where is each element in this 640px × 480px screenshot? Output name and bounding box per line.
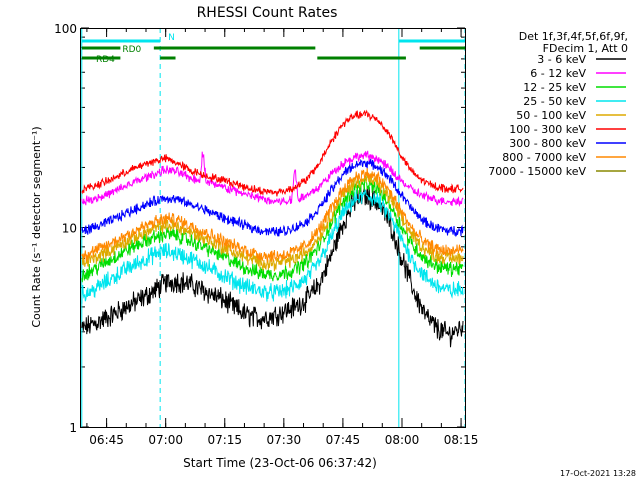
series-line bbox=[81, 109, 464, 197]
legend-label: 6 - 12 keV bbox=[530, 67, 586, 80]
chart-title: RHESSI Count Rates bbox=[197, 5, 338, 21]
legend-label: 3 - 6 keV bbox=[537, 53, 586, 66]
series-group bbox=[81, 109, 464, 348]
legend-header-line-1: Det 1f,3f,4f,5f,6f,9f, bbox=[519, 30, 628, 43]
x-tick-label: 07:00 bbox=[148, 433, 183, 447]
series-line bbox=[81, 189, 464, 304]
x-axis-label: Start Time (23-Oct-06 06:37:42) bbox=[183, 456, 377, 470]
x-tick-label: 07:30 bbox=[267, 433, 302, 447]
x-tick-label: 08:15 bbox=[444, 433, 479, 447]
legend-label: 25 - 50 keV bbox=[523, 95, 586, 108]
y-tick-label: 10 bbox=[62, 222, 77, 236]
x-tick-label: 06:45 bbox=[89, 433, 124, 447]
x-tick-label: 07:15 bbox=[207, 433, 242, 447]
series-line bbox=[81, 150, 464, 208]
y-tick-label: 100 bbox=[54, 22, 77, 36]
plot-frame bbox=[80, 28, 466, 428]
legend-label: 7000 - 15000 keV bbox=[488, 165, 586, 178]
state-bar-label: RD0 bbox=[122, 45, 141, 55]
timestamp-label: 17-Oct-2021 13:28 bbox=[560, 469, 636, 478]
state-bar-label: RD4 bbox=[96, 55, 115, 65]
x-tick-label: 08:00 bbox=[385, 433, 420, 447]
state-bar-label: N bbox=[168, 33, 175, 43]
series-line bbox=[81, 175, 464, 283]
series-line bbox=[81, 158, 464, 238]
legend-label: 800 - 7000 keV bbox=[502, 151, 586, 164]
y-axis-label: Count Rate (s⁻¹ detector segment⁻¹) bbox=[30, 126, 43, 327]
x-tick-label: 07:45 bbox=[326, 433, 361, 447]
legend-header-line-2: FDecim 1, Att 0 bbox=[543, 42, 628, 55]
y-tick-label: 1 bbox=[69, 421, 77, 435]
legend-label: 100 - 300 keV bbox=[509, 123, 586, 136]
legend-label: 50 - 100 keV bbox=[516, 109, 586, 122]
legend-label: 300 - 800 keV bbox=[509, 137, 586, 150]
legend-label: 12 - 25 keV bbox=[523, 81, 586, 94]
series-line bbox=[81, 173, 464, 272]
plot-layer: 1 10 100 06:45 07:00 07:15 07:30 07:45 08:00 08:1… bbox=[54, 22, 478, 447]
series-line bbox=[81, 167, 464, 263]
series-line bbox=[81, 186, 464, 348]
